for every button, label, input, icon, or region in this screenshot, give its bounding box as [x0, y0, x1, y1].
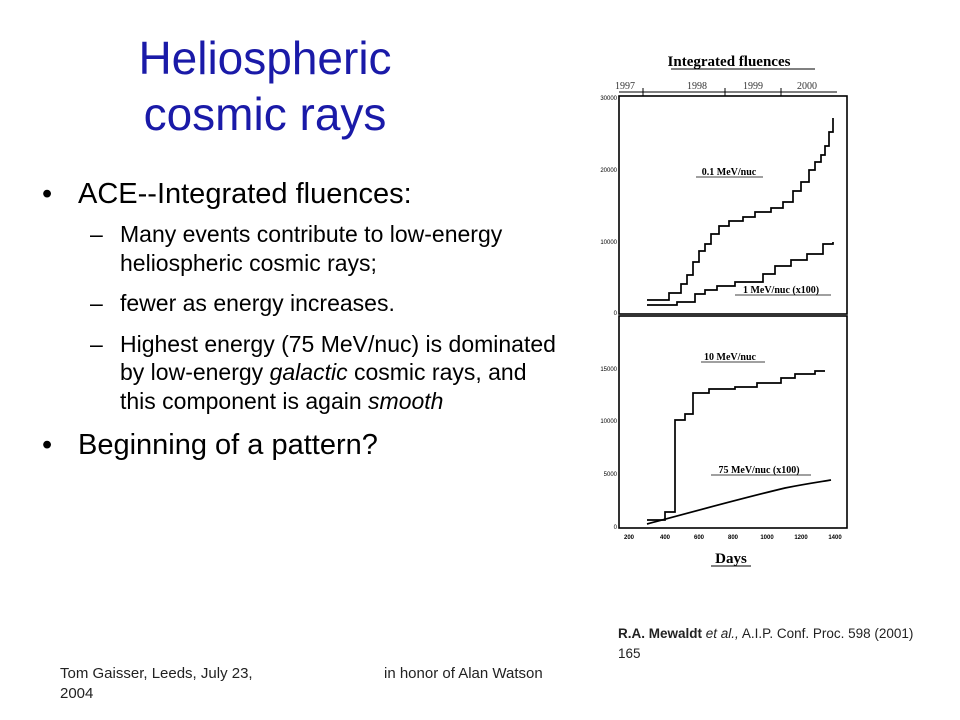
subbullet-fewer-text: fewer as energy increases.: [120, 290, 395, 316]
bullet-ace: • ACE--Integrated fluences:: [42, 176, 562, 212]
year-1998: 1998: [687, 81, 707, 92]
dash-icon: –: [90, 221, 103, 247]
fluence-figure: Integrated fluences 1997 1998 1999 2000 …: [585, 48, 855, 578]
bullet-list: • ACE--Integrated fluences: – Many event…: [42, 176, 562, 471]
subbullet-highest-text-a: Highest energy (75 MeV/nuc) is dominated…: [120, 330, 556, 386]
xtick-1200: 1200: [794, 535, 808, 541]
bottom-ytick-0: 0: [614, 525, 618, 531]
figure-credit: R.A. Mewaldt et al., A.I.P. Conf. Proc. …: [618, 624, 938, 664]
series-label-s2: 1 MeV/nuc (x100): [743, 285, 819, 296]
title-line-2: cosmic rays: [143, 88, 387, 140]
bottom-ytick-15000: 15000: [600, 367, 617, 373]
xtick-1000: 1000: [760, 535, 774, 541]
credit-ref: A.I.P. Conf. Proc. 598 (2001) 165: [618, 626, 914, 661]
bottom-y-ticks: 15000 10000 5000 0: [600, 367, 617, 531]
xtick-800: 800: [728, 535, 739, 541]
subbullet-many-events: – Many events contribute to low-energy h…: [42, 220, 562, 277]
top-ytick-20000: 20000: [600, 168, 617, 174]
year-2000: 2000: [797, 81, 817, 92]
xtick-400: 400: [660, 535, 671, 541]
bullet-dot-icon: •: [42, 178, 53, 210]
credit-etal: et al.,: [705, 626, 739, 641]
subbullet-highest-text-b: galactic: [269, 359, 348, 385]
series-label-s3: 10 MeV/nuc: [704, 352, 757, 363]
footer-dedication: in honor of Alan Watson: [384, 665, 543, 682]
series-label-s1: 0.1 MeV/nuc: [702, 167, 757, 178]
slide-title: Heliospheric cosmic rays: [100, 30, 430, 142]
xtick-600: 600: [694, 535, 705, 541]
subbullet-highest-text-c: cosmic rays, and this component is again: [120, 359, 527, 414]
top-y-ticks: 30000 20000 10000 0: [600, 96, 617, 317]
xtick-1400: 1400: [828, 535, 842, 541]
credit-author: R.A. Mewaldt: [618, 626, 703, 641]
fluence-figure-svg: Integrated fluences 1997 1998 1999 2000 …: [600, 54, 848, 567]
series-10mev-line: [647, 370, 825, 521]
year-1999: 1999: [743, 81, 763, 92]
year-1997: 1997: [615, 81, 635, 92]
xtick-200: 200: [624, 535, 635, 541]
bullet-pattern-text: Beginning of a pattern?: [78, 429, 378, 461]
series-75mev-line: [646, 479, 832, 525]
x-tick-labels: 200 400 600 800 1000 1200 1400: [624, 535, 842, 541]
top-ytick-10000: 10000: [600, 240, 617, 246]
year-labels: 1997 1998 1999 2000: [615, 81, 817, 92]
top-ytick-0: 0: [614, 311, 618, 317]
dash-icon: –: [90, 330, 103, 357]
figure-title: Integrated fluences: [668, 54, 791, 70]
bottom-panel-frame: [618, 315, 848, 529]
bullet-pattern: • Beginning of a pattern?: [42, 427, 562, 463]
series-1mev-line: [647, 242, 834, 306]
bullet-dot-icon: •: [42, 429, 53, 461]
bullet-ace-text: ACE--Integrated fluences:: [78, 178, 412, 210]
subbullet-fewer: – fewer as energy increases.: [42, 289, 562, 318]
title-line-1: Heliospheric: [138, 32, 392, 84]
top-panel-frame: [618, 95, 848, 315]
year-ticks: [642, 88, 782, 96]
subbullet-highest-energy: – Highest energy (75 MeV/nuc) is dominat…: [42, 330, 562, 416]
footer-author: Tom Gaisser, Leeds, July 23, 2004: [60, 665, 253, 702]
bottom-ytick-10000: 10000: [600, 419, 617, 425]
dash-icon: –: [90, 290, 103, 316]
series-label-s4: 75 MeV/nuc (x100): [718, 465, 799, 476]
bottom-ytick-5000: 5000: [604, 472, 618, 478]
series-0-1mev-line: [647, 118, 834, 301]
subbullet-highest-text-d: smooth: [368, 387, 444, 414]
subbullet-many-events-text: Many events contribute to low-energy hel…: [120, 221, 503, 276]
x-axis-label: Days: [715, 551, 747, 567]
top-ytick-30000: 30000: [600, 96, 617, 102]
